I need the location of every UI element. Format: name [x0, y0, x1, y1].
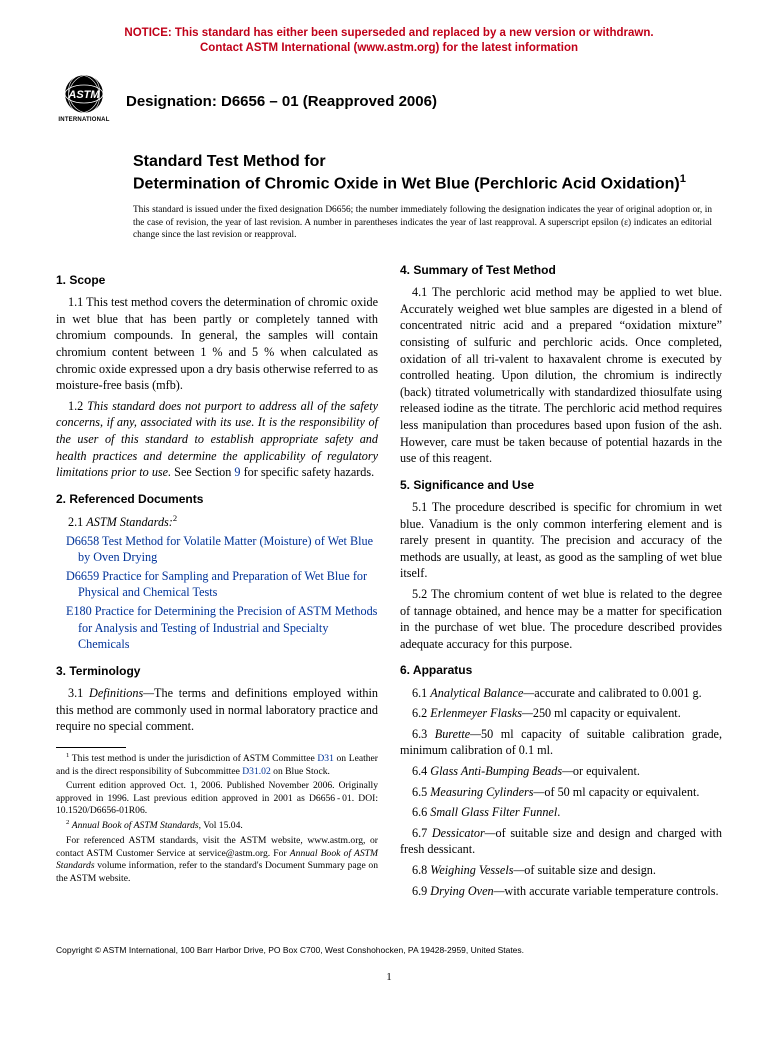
footnote-2: 2 Annual Book of ASTM Standards, Vol 15.…: [56, 819, 378, 833]
a61c: accurate and calibrated to 0.001 g.: [534, 686, 702, 700]
ref2-code: D6659: [66, 569, 99, 583]
a65b: Measuring Cylinders—: [430, 785, 544, 799]
ref-e180[interactable]: E180 Practice for Determining the Precis…: [78, 603, 378, 653]
title-main-text: Determination of Chromic Oxide in Wet Bl…: [133, 175, 680, 192]
page: NOTICE: This standard has either been su…: [0, 0, 778, 1013]
notice-line2: Contact ASTM International (www.astm.org…: [200, 42, 578, 54]
header-row: ASTM INTERNATIONAL Designation: D6656 – …: [56, 74, 722, 130]
a64a: 6.4: [412, 764, 430, 778]
significance-heading: 5. Significance and Use: [400, 477, 722, 493]
refs-subhead: 2.1 ASTM Standards:2: [56, 513, 378, 531]
subcommittee-d3102-link[interactable]: D31.02: [242, 766, 271, 777]
s31b: Definitions—: [89, 686, 154, 700]
logo-subtext: INTERNATIONAL: [58, 117, 109, 123]
p12-c: See Section: [171, 465, 234, 479]
a64c: or equivalent.: [573, 764, 640, 778]
a67a: 6.7: [412, 826, 432, 840]
apparatus-heading: 6. Apparatus: [400, 662, 722, 678]
a63b: Burette—: [435, 727, 481, 741]
a62a: 6.2: [412, 706, 430, 720]
para-6-8: 6.8 Weighing Vessels—of suitable size an…: [400, 862, 722, 879]
a61b: Analytical Balance—: [430, 686, 534, 700]
a69b: Drying Oven—: [430, 884, 504, 898]
body-columns: 1. Scope 1.1 This test method covers the…: [56, 262, 722, 899]
title-main: Determination of Chromic Oxide in Wet Bl…: [133, 172, 722, 194]
para-5-2: 5.2 The chromium content of wet blue is …: [400, 586, 722, 652]
s21sup: 2: [173, 513, 177, 523]
notice-banner: NOTICE: This standard has either been su…: [56, 26, 722, 56]
ref1-text: Test Method for Volatile Matter (Moistur…: [78, 534, 373, 565]
title-superscript: 1: [680, 173, 686, 185]
fn1c: on Blue Stock.: [271, 766, 330, 777]
para-6-7: 6.7 Dessicator—of suitable size and desi…: [400, 825, 722, 858]
ref-d6659[interactable]: D6659 Practice for Sampling and Preparat…: [78, 568, 378, 601]
a65c: of 50 ml capacity or equivalent.: [544, 785, 699, 799]
astm-logo-icon: ASTM: [60, 74, 108, 116]
footnote-1b: Current edition approved Oct. 1, 2006. P…: [56, 780, 378, 817]
para-6-4: 6.4 Glass Anti-Bumping Beads—or equivale…: [400, 763, 722, 780]
page-number: 1: [56, 971, 722, 983]
committee-d31-link[interactable]: D31: [317, 753, 334, 764]
a63a: 6.3: [412, 727, 435, 741]
a65a: 6.5: [412, 785, 430, 799]
p12-d: for specific safety hazards.: [241, 465, 375, 479]
a62b: Erlenmeyer Flasks—: [430, 706, 533, 720]
refs-heading: 2. Referenced Documents: [56, 491, 378, 507]
a68c: of suitable size and design.: [524, 863, 656, 877]
ref3-code: E180: [66, 604, 92, 618]
a67b: Dessicator—: [432, 826, 496, 840]
footnote-rule: [56, 747, 126, 748]
a66b: Small Glass Filter Funnel: [430, 805, 557, 819]
a66a: 6.6: [412, 805, 430, 819]
issuance-note: This standard is issued under the fixed …: [133, 204, 722, 242]
title-prefix: Standard Test Method for: [133, 152, 722, 172]
ref-d6658[interactable]: D6658 Test Method for Volatile Matter (M…: [78, 533, 378, 566]
designation: Designation: D6656 – 01 (Reapproved 2006…: [126, 93, 722, 110]
s31a: 3.1: [68, 686, 89, 700]
para-6-9: 6.9 Drying Oven—with accurate variable t…: [400, 883, 722, 900]
para-6-1: 6.1 Analytical Balance—accurate and cali…: [400, 685, 722, 702]
para-5-1: 5.1 The procedure described is specific …: [400, 499, 722, 582]
a68a: 6.8: [412, 863, 430, 877]
notice-line1: NOTICE: This standard has either been su…: [124, 27, 653, 39]
s21a: 2.1: [68, 515, 86, 529]
a69a: 6.9: [412, 884, 430, 898]
para-6-5: 6.5 Measuring Cylinders—of 50 ml capacit…: [400, 784, 722, 801]
title-block: Standard Test Method for Determination o…: [133, 152, 722, 194]
para-4-1: 4.1 The perchloric acid method may be ap…: [400, 284, 722, 467]
s21b: ASTM Standards:: [86, 515, 173, 529]
fn3c: volume information, refer to the standar…: [56, 860, 378, 883]
a62c: 250 ml capacity or equivalent.: [533, 706, 681, 720]
para-6-2: 6.2 Erlenmeyer Flasks—250 ml capacity or…: [400, 705, 722, 722]
ref3-text: Practice for Determining the Precision o…: [78, 604, 377, 651]
fn2b: , Vol 15.04.: [199, 821, 243, 832]
svg-text:ASTM: ASTM: [67, 89, 100, 101]
ref2-text: Practice for Sampling and Preparation of…: [78, 569, 367, 600]
a66c: .: [557, 805, 560, 819]
para-3-1: 3.1 Definitions—The terms and definition…: [56, 685, 378, 735]
p12-a: 1.2: [68, 399, 87, 413]
para-6-6: 6.6 Small Glass Filter Funnel.: [400, 804, 722, 821]
scope-heading: 1. Scope: [56, 272, 378, 288]
fn1a: This test method is under the jurisdicti…: [69, 753, 317, 764]
a68b: Weighing Vessels—: [430, 863, 524, 877]
fn2a: Annual Book of ASTM Standards: [72, 821, 199, 832]
para-1-2: 1.2 This standard does not purport to ad…: [56, 398, 378, 481]
terminology-heading: 3. Terminology: [56, 663, 378, 679]
summary-heading: 4. Summary of Test Method: [400, 262, 722, 278]
a61a: 6.1: [412, 686, 430, 700]
copyright-line: Copyright © ASTM International, 100 Barr…: [56, 945, 722, 955]
a69c: with accurate variable temperature contr…: [504, 884, 718, 898]
footnote-3: For referenced ASTM standards, visit the…: [56, 835, 378, 885]
para-1-1: 1.1 This test method covers the determin…: [56, 294, 378, 394]
a64b: Glass Anti-Bumping Beads—: [430, 764, 573, 778]
para-6-3: 6.3 Burette—50 ml capacity of suitable c…: [400, 726, 722, 759]
footnote-1: 1 This test method is under the jurisdic…: [56, 752, 378, 778]
footnotes-block: 1 This test method is under the jurisdic…: [56, 747, 378, 885]
astm-logo: ASTM INTERNATIONAL: [56, 74, 112, 130]
ref1-code: D6658: [66, 534, 99, 548]
